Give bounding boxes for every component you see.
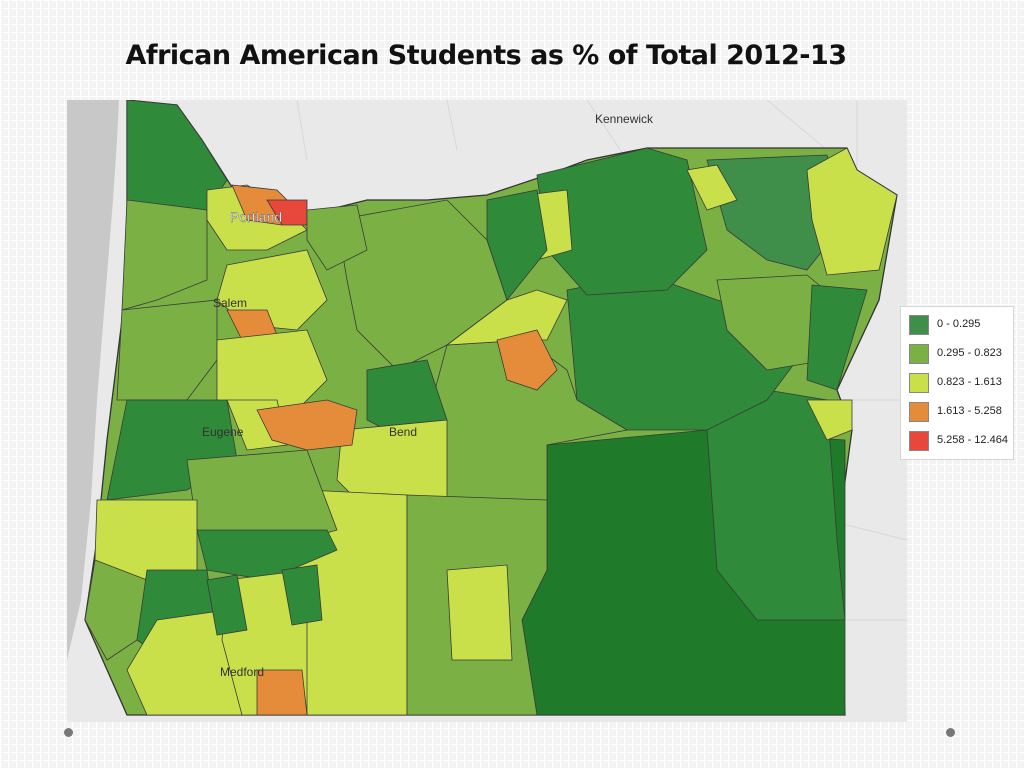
background-roads bbox=[296, 100, 907, 621]
city-label-bend: Bend bbox=[389, 425, 417, 439]
district-east bbox=[706, 389, 846, 621]
city-label-eugene: Eugene bbox=[202, 425, 244, 439]
district-wheeler bbox=[486, 189, 548, 301]
legend-item: 0.295 - 0.823 bbox=[909, 344, 1009, 364]
legend-label: 0.295 - 0.823 bbox=[937, 347, 1002, 359]
district-wallowa-east bbox=[806, 147, 898, 276]
district-baker bbox=[806, 284, 868, 391]
legend-swatch-5 bbox=[909, 431, 929, 451]
legend-label: 5.258 - 12.464 bbox=[937, 434, 1008, 446]
legend-label: 0.823 - 1.613 bbox=[937, 376, 1002, 388]
map-canvas: Kennewick Portland Salem Eugene Bend Med… bbox=[67, 100, 907, 716]
legend-swatch-2 bbox=[909, 344, 929, 364]
district-lincoln bbox=[116, 299, 218, 401]
legend-item: 0 - 0.295 bbox=[909, 315, 1009, 335]
district-umatilla bbox=[536, 147, 708, 296]
legend-label: 0 - 0.295 bbox=[937, 318, 981, 330]
school-districts bbox=[84, 100, 898, 716]
oregon-map[interactable]: Kennewick Portland Salem Eugene Bend Med… bbox=[67, 100, 907, 722]
city-label-portland: Portland bbox=[230, 209, 282, 225]
district-medford bbox=[256, 669, 308, 716]
district-small-ne bbox=[686, 164, 738, 211]
district-linn bbox=[216, 329, 328, 411]
legend-swatch-1 bbox=[909, 315, 929, 335]
city-label-salem: Salem bbox=[213, 296, 247, 310]
corner-dot-left bbox=[64, 728, 73, 737]
legend-label: 1.613 - 5.258 bbox=[937, 405, 1002, 417]
district-lakeview bbox=[446, 564, 513, 661]
slide-title: African American Students as % of Total … bbox=[125, 40, 847, 71]
district-ontario bbox=[806, 399, 853, 441]
district-curry-north bbox=[84, 559, 148, 661]
legend-item: 5.258 - 12.464 bbox=[909, 431, 1009, 451]
corner-dot-right bbox=[946, 728, 955, 737]
district-grants-pass bbox=[206, 574, 248, 636]
city-label-medford: Medford bbox=[220, 665, 264, 679]
pacific-ocean bbox=[67, 100, 119, 660]
district-clackamas bbox=[306, 204, 368, 271]
legend-item: 0.823 - 1.613 bbox=[909, 373, 1009, 393]
district-eagle-point bbox=[281, 564, 323, 626]
legend-swatch-3 bbox=[909, 373, 929, 393]
legend-item: 1.613 - 5.258 bbox=[909, 402, 1009, 422]
district-springfield bbox=[256, 399, 358, 451]
district-roseburg bbox=[196, 529, 338, 581]
map-legend: 0 - 0.295 0.295 - 0.823 0.823 - 1.613 1.… bbox=[900, 306, 1014, 460]
legend-swatch-4 bbox=[909, 402, 929, 422]
city-label-kennewick: Kennewick bbox=[595, 112, 654, 126]
district-tillamook bbox=[121, 199, 208, 311]
district-prineville bbox=[496, 329, 558, 391]
